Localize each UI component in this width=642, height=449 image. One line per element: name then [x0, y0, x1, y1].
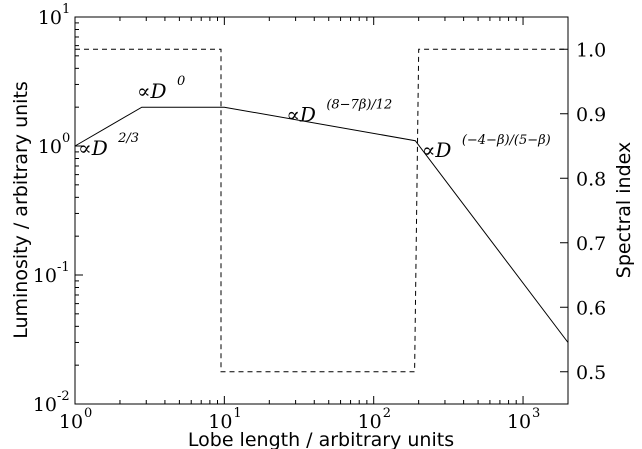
- x-tick-label: 10: [507, 411, 531, 433]
- x-tick-exponent: 3: [532, 406, 540, 421]
- x-tick-label: 10: [208, 411, 232, 433]
- slope-annotation-exponent: (8−7β)/12: [326, 97, 392, 112]
- x-axis-label: Lobe length / arbitrary units: [188, 429, 454, 449]
- slope-annotations: ∝D 2/3 ∝D 0 ∝D (8−7β)/12 ∝D (−4−β)/(5−β): [78, 74, 551, 162]
- y-left-tick-exponent: -2: [57, 389, 70, 404]
- y-right-tick-label: 0.7: [576, 233, 606, 255]
- y-right-tick-label: 0.9: [576, 104, 606, 126]
- x-tick-label: 10: [358, 411, 382, 433]
- series-lines: [74, 48, 569, 373]
- y-right-tick-label: 1.0: [576, 39, 606, 61]
- x-tick-exponent: 0: [84, 406, 92, 421]
- x-tick-label: 10: [59, 411, 83, 433]
- slope-annotation: ∝D: [137, 79, 167, 103]
- y-left-axis-label: Luminosity / arbitrary units: [10, 81, 32, 339]
- slope-annotation: ∝D: [422, 138, 452, 162]
- slope-annotation: ∝D: [78, 136, 108, 160]
- y-left-tick-label: 10: [33, 265, 57, 287]
- y-right-tick-label: 0.6: [576, 297, 606, 319]
- y-right-axis-ticks: 0.5 0.6 0.7 0.8 0.9 1.0: [560, 39, 606, 384]
- y-left-tick-label: 10: [38, 7, 62, 29]
- y-right-tick-label: 0.5: [576, 362, 606, 384]
- x-tick-exponent: 1: [233, 406, 241, 421]
- luminosity-line: [74, 106, 569, 343]
- spectral-index-line: [75, 48, 568, 373]
- slope-annotation-exponent: (−4−β)/(5−β): [462, 133, 551, 148]
- slope-annotation: ∝D: [286, 102, 316, 126]
- x-axis-ticks: 10 0 10 1 10 2 10 3: [59, 17, 569, 433]
- plot-frame: [74, 16, 569, 405]
- y-left-tick-exponent: -1: [57, 260, 70, 275]
- y-left-tick-label: 10: [33, 394, 57, 416]
- y-right-axis-label: Spectral index: [613, 142, 635, 278]
- y-left-tick-label: 10: [38, 136, 62, 158]
- x-tick-exponent: 2: [383, 406, 391, 421]
- slope-annotation-exponent: 0: [177, 74, 185, 89]
- y-left-tick-exponent: 0: [62, 131, 70, 146]
- y-left-tick-exponent: 1: [62, 2, 70, 17]
- slope-annotation-exponent: 2/3: [117, 131, 139, 146]
- y-right-tick-label: 0.8: [576, 168, 606, 190]
